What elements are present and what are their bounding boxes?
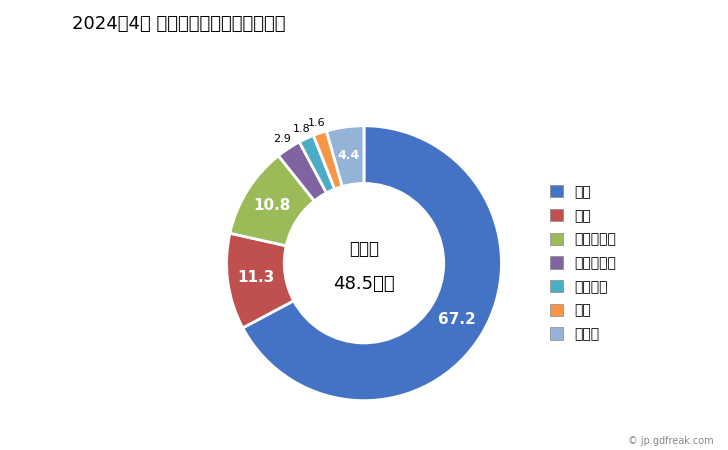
Text: 4.4: 4.4 (338, 149, 360, 162)
Wedge shape (230, 156, 314, 246)
Wedge shape (226, 233, 293, 328)
Text: © jp.gdfreak.com: © jp.gdfreak.com (628, 436, 713, 446)
Wedge shape (314, 131, 342, 189)
Text: 10.8: 10.8 (253, 198, 290, 213)
Text: 2024年4月 輸出相手国のシェア（％）: 2024年4月 輸出相手国のシェア（％） (72, 15, 285, 33)
Wedge shape (242, 126, 502, 400)
Text: 2.9: 2.9 (274, 134, 291, 144)
Wedge shape (278, 142, 326, 201)
Wedge shape (299, 135, 335, 193)
Text: 11.3: 11.3 (238, 270, 275, 285)
Legend: 中国, 台湾, ルーマニア, フィリピン, ベトナム, 米国, その他: 中国, 台湾, ルーマニア, フィリピン, ベトナム, 米国, その他 (550, 185, 617, 342)
Text: 48.5億円: 48.5億円 (333, 275, 395, 293)
Text: 67.2: 67.2 (438, 311, 476, 327)
Wedge shape (326, 126, 364, 186)
Text: 1.8: 1.8 (293, 123, 311, 134)
Text: 総　額: 総 額 (349, 240, 379, 258)
Text: 1.6: 1.6 (307, 117, 325, 128)
